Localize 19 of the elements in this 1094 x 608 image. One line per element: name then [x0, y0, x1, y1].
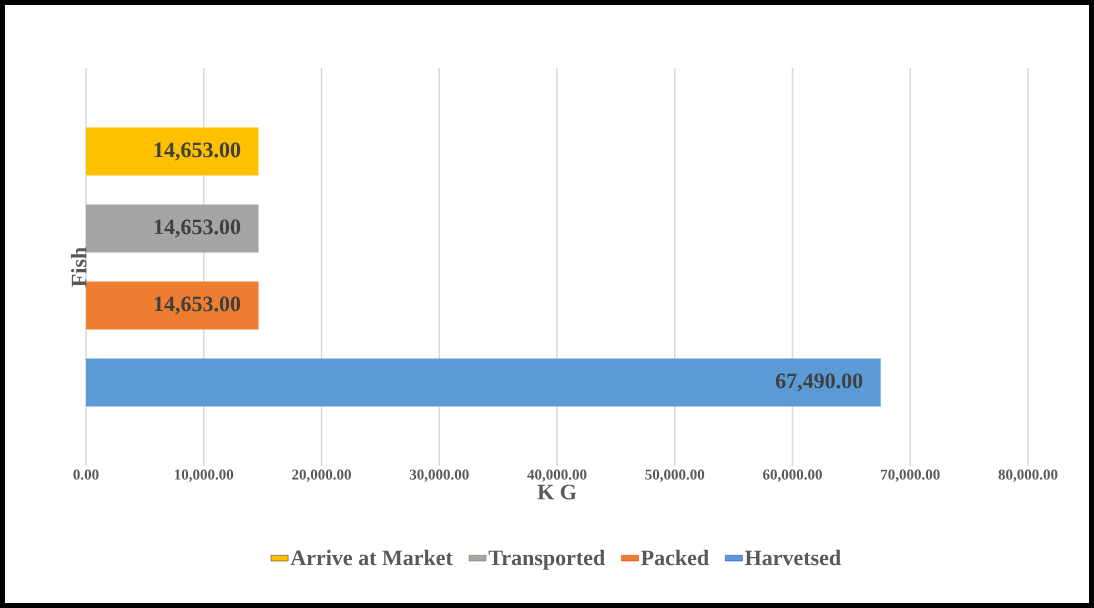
data-label: 14,653.00: [154, 219, 241, 238]
data-label: 67,490.00: [775, 373, 863, 392]
x-tick-label: 50,000.00: [645, 469, 705, 482]
x-tick-label: 60,000.00: [763, 469, 822, 482]
legend-label: Harvetsed: [744, 549, 841, 566]
x-tick-label: 40,000.00: [527, 469, 587, 482]
y-axis-title: Fish: [71, 247, 87, 287]
x-tick-label: 0.00: [73, 469, 99, 480]
x-tick-label: 20,000.00: [292, 469, 351, 482]
x-tick-label: 80,000.00: [998, 469, 1058, 482]
data-label: 14,653.00: [154, 142, 241, 161]
legend-label: Packed: [641, 549, 709, 566]
x-tick-label: 30,000.00: [409, 469, 469, 482]
x-tick-label: 10,000.00: [174, 469, 234, 482]
x-axis-title: K G: [537, 484, 577, 500]
data-label: 14,653.00: [154, 296, 241, 315]
legend-label: Arrive at Market: [290, 549, 453, 566]
x-tick-label: 70,000.00: [881, 469, 940, 482]
legend-label: Transported: [488, 549, 605, 570]
